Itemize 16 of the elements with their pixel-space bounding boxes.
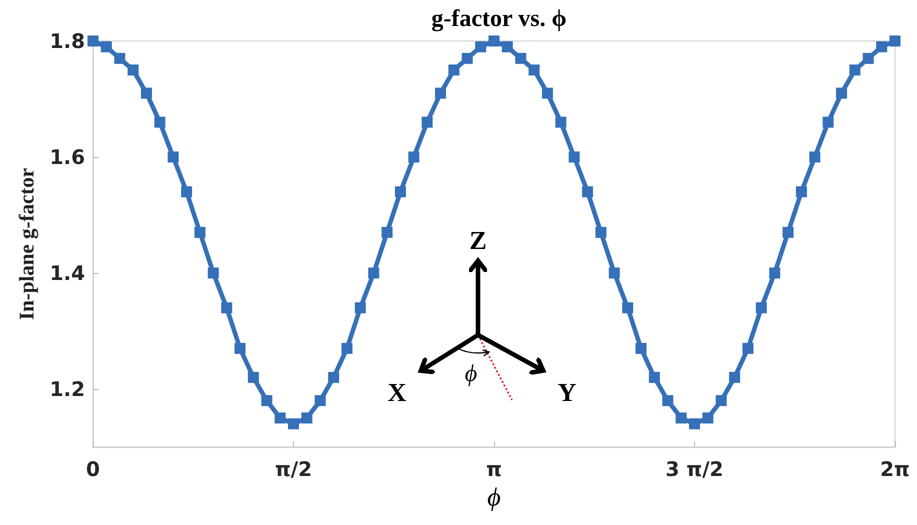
- y-tick-label: 1.8: [50, 29, 85, 53]
- chart-title: g-factor vs. ϕ: [431, 6, 567, 32]
- annotation: ϕ: [464, 361, 478, 387]
- y-tick-label: 1.4: [50, 261, 85, 285]
- annotation: Z: [469, 226, 487, 255]
- x-axis-title: ϕ: [487, 482, 501, 512]
- x-tick-label: 2π: [880, 457, 910, 481]
- y-tick-label: 1.2: [50, 377, 85, 401]
- x-tick-label: π/2: [274, 457, 312, 481]
- annotation: X: [388, 378, 407, 407]
- y-tick-label: 1.6: [50, 145, 85, 169]
- annotation: Y: [558, 378, 577, 407]
- y-axis-title: In-plane g-factor: [14, 168, 38, 320]
- x-tick-label: π: [486, 457, 502, 481]
- x-tick-label: 3 π/2: [666, 457, 724, 481]
- x-tick-label: 0: [86, 457, 100, 481]
